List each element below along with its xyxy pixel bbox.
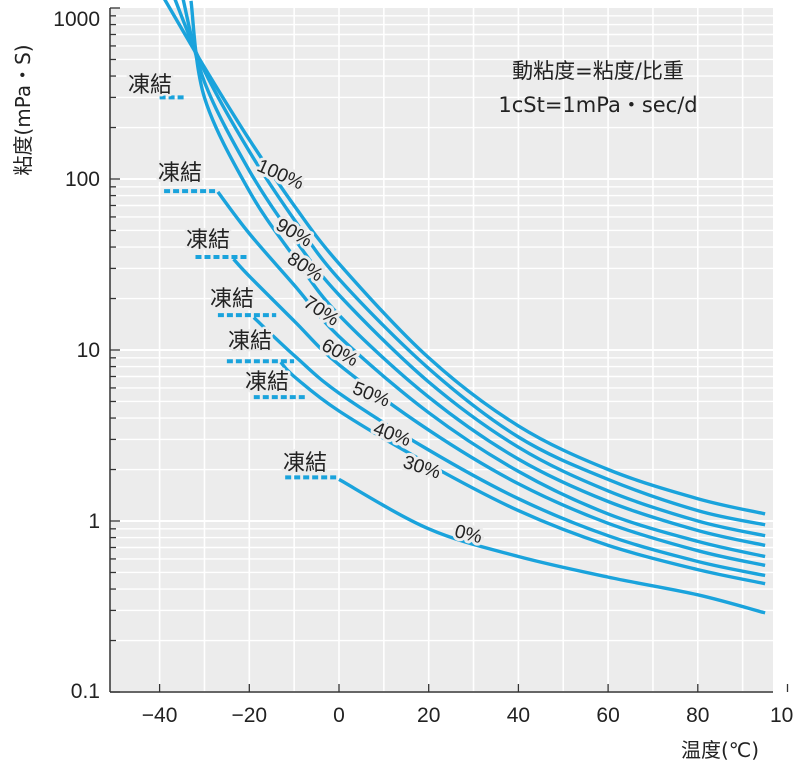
x-tick-label: −40 [142, 704, 178, 727]
y-tick-labels: 0.1 1 10 100 1000 [53, 8, 100, 703]
series-line-60pct [216, 190, 766, 559]
series-line-0pct [338, 477, 766, 615]
x-tick-label: 20 [417, 704, 440, 727]
series-line-70pct [189, 0, 766, 548]
y-tick-label: 10 [77, 339, 100, 362]
freeze-label: 凍結 [245, 370, 289, 395]
y-tick-label: 0.1 [71, 680, 100, 703]
x-tick-label: 100 [770, 704, 794, 727]
y-tick-label: 1000 [53, 8, 100, 31]
annotation-kinematic-viscosity: 動粘度=粘度/比重 [512, 59, 684, 83]
series-line-90pct [173, 0, 766, 527]
freeze-label: 凍結 [210, 287, 254, 312]
series-line-30pct [279, 360, 766, 586]
y-axis-title: 粘度(mPa・S) [11, 44, 35, 175]
freeze-label: 凍結 [228, 329, 272, 354]
series-line-80pct [181, 0, 766, 538]
freeze-label: 凍結 [158, 161, 202, 186]
series-line-100pct [163, 0, 766, 516]
annotation-cst-conversion: 1cSt=1mPa・sec/d [498, 93, 697, 117]
x-tick-labels: −40 −20 0 20 40 60 80 100 [142, 704, 794, 727]
freeze-label: 凍結 [128, 73, 172, 98]
series-line-50pct [232, 257, 766, 568]
x-tick-label: −20 [231, 704, 267, 727]
x-tick-label: 40 [507, 704, 530, 727]
x-tick-label: 0 [333, 704, 345, 727]
y-tick-label: 1 [88, 510, 100, 533]
x-tick-label: 80 [686, 704, 709, 727]
series-line-40pct [252, 316, 766, 578]
freeze-label: 凍結 [283, 451, 327, 476]
x-tick-label: 60 [596, 704, 619, 727]
x-axis-title: 温度(℃) [681, 738, 759, 762]
freeze-label: 凍結 [186, 228, 230, 253]
y-tick-label: 100 [65, 168, 100, 191]
